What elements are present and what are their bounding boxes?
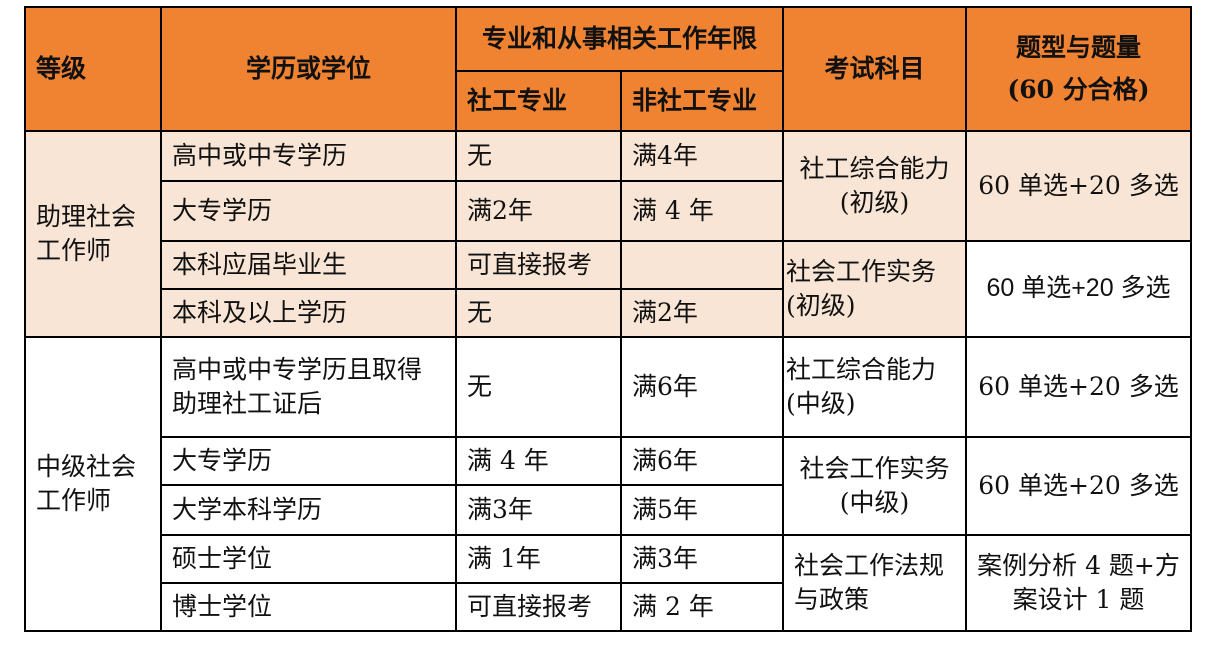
non-sw-cell: 满3年 [620, 534, 784, 584]
subject-cell: 社工综合能力(初级) [782, 130, 967, 242]
subject-cell: 社工综合能力(中级) [782, 336, 967, 438]
question-type-cell: 60 单选+20 多选 [965, 436, 1192, 536]
question-type-cell: 60 单选+20 多选 [965, 130, 1192, 242]
sw-cell: 满 4 年 [455, 436, 622, 486]
exam-requirements-table: 等级 学历或学位 专业和从事相关工作年限 考试科目 题型与题量 (60 分合格) … [24, 6, 1192, 632]
sw-cell: 无 [455, 130, 622, 182]
question-type-label: 题型与题量 [1015, 33, 1141, 63]
sw-cell: 可直接报考 [455, 240, 622, 290]
level-cell: 中级社会工作师 [24, 336, 162, 632]
education-cell: 高中或中专学历 [160, 130, 457, 182]
non-sw-cell: 满5年 [620, 484, 784, 536]
level-cell: 助理社会工作师 [24, 130, 162, 338]
header-sw-major: 社工专业 [455, 70, 622, 132]
sw-cell: 满3年 [455, 484, 622, 536]
table-row: 本科应届毕业生 可直接报考 社会工作实务(初级) 60 单选+20 多选 [25, 240, 1192, 338]
non-sw-cell: 满4年 [620, 130, 784, 182]
table-row: 本科及以上学历 无 满2年 [25, 288, 1191, 338]
question-type-cell: 60 单选+20 多选 [965, 336, 1192, 438]
education-cell: 大专学历 [160, 436, 457, 486]
education-cell: 大专学历 [160, 180, 457, 242]
subject-cell: 社会工作实务(中级) [782, 436, 967, 536]
non-sw-cell: 满2年 [620, 288, 784, 338]
pass-score: (60 分合格) [1007, 75, 1150, 104]
table-row: 大专学历 满2年 满 4 年 [25, 180, 1191, 242]
header-question-type: 题型与题量 (60 分合格) [965, 6, 1192, 132]
table-row: 大学本科学历 满3年 满5年 [25, 484, 1191, 536]
sw-cell: 无 [455, 336, 622, 438]
non-sw-cell: 满 4 年 [620, 180, 784, 242]
header-level: 等级 [24, 6, 162, 132]
education-cell: 本科及以上学历 [160, 288, 457, 338]
question-type-cell: 60 单选+20 多选 [965, 240, 1192, 338]
non-sw-cell [620, 240, 784, 290]
sw-cell: 可直接报考 [455, 582, 622, 632]
subject-cell: 社会工作法规与政策 [782, 534, 967, 632]
header-years: 专业和从事相关工作年限 [455, 6, 784, 72]
non-sw-cell: 满 2 年 [620, 582, 784, 632]
subject-cell: 社会工作实务(初级) [782, 240, 967, 338]
table-row: 大专学历 满 4 年 满6年 社会工作实务(中级) 60 单选+20 多选 [25, 436, 1192, 536]
non-sw-cell: 满6年 [620, 336, 784, 438]
question-type-cell: 案例分析 4 题+方案设计 1 题 [965, 534, 1192, 632]
education-cell: 大学本科学历 [160, 484, 457, 536]
education-cell: 博士学位 [160, 582, 457, 632]
sw-cell: 满 1年 [455, 534, 622, 584]
table-row: 硕士学位 满 1年 满3年 社会工作法规与政策 案例分析 4 题+方案设计 1 … [25, 534, 1192, 632]
header-subject: 考试科目 [782, 6, 967, 132]
education-cell: 硕士学位 [160, 534, 457, 584]
header-education: 学历或学位 [160, 6, 457, 132]
sw-cell: 无 [455, 288, 622, 338]
table-row: 中级社会工作师 高中或中专学历且取得助理社工证后 无 满6年 社工综合能力(中级… [24, 336, 1192, 632]
table-row: 博士学位 可直接报考 满 2 年 [25, 582, 1191, 632]
education-cell: 本科应届毕业生 [160, 240, 457, 290]
education-cell: 高中或中专学历且取得助理社工证后 [160, 336, 457, 438]
header-non-sw-major: 非社工专业 [620, 70, 784, 132]
non-sw-cell: 满6年 [620, 436, 784, 486]
sw-cell: 满2年 [455, 180, 622, 242]
table-row: 助理社会工作师 高中或中专学历 无 满4年 社工综合能力(初级) 60 单选+2… [24, 130, 1192, 338]
